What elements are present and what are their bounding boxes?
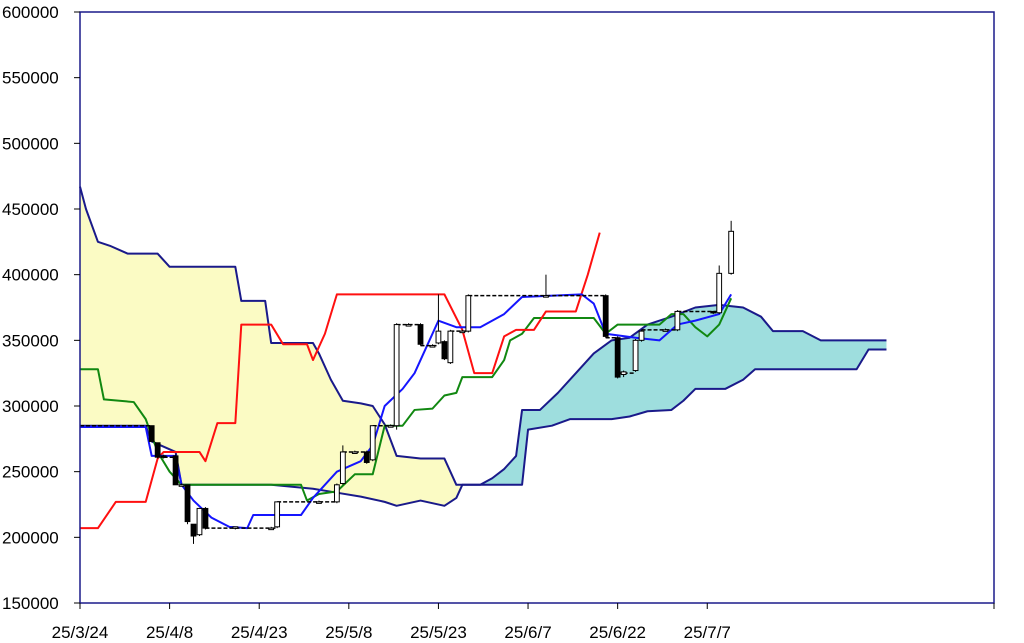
candle-bearish-body	[710, 310, 717, 314]
y-tick-label: 550000	[2, 69, 59, 88]
candle-bearish-body	[441, 341, 448, 360]
candle-bullish-body	[435, 330, 442, 344]
plot-area-frame	[79, 11, 995, 604]
candle-bullish-body	[387, 425, 394, 428]
y-tick-label: 350000	[2, 331, 59, 350]
candle-bullish-body	[369, 425, 376, 461]
x-tick-label: 25/3/24	[52, 623, 109, 642]
x-tick-label: 25/4/23	[231, 623, 288, 642]
candle-bullish-body	[232, 526, 239, 529]
candle-bullish-body	[274, 501, 281, 528]
candle-bearish-body	[363, 451, 370, 463]
candle-bullish-body	[638, 330, 645, 341]
y-tick-label: 200000	[2, 528, 59, 547]
candle-bearish-body	[190, 523, 197, 537]
kumo-cloud-layer	[80, 186, 887, 506]
x-tick-label: 25/5/23	[410, 623, 467, 642]
candle-bullish-body	[333, 484, 340, 503]
tenkan-sen-line	[80, 293, 733, 530]
x-tick-label: 25/5/8	[325, 623, 372, 642]
y-tick-label: 250000	[2, 463, 59, 482]
x-tick-label: 25/6/7	[504, 623, 551, 642]
candle-bearish-body	[154, 442, 161, 458]
y-tick-label: 600000	[2, 3, 59, 22]
candle-bearish-body	[184, 484, 191, 523]
candle-bullish-body	[196, 507, 203, 536]
y-tick-label: 450000	[2, 200, 59, 219]
y-tick-label: 500000	[2, 134, 59, 153]
candle-bullish-body	[351, 451, 358, 454]
chikou-span-line	[80, 297, 733, 502]
candle-bullish-body	[728, 230, 735, 274]
senkou-span-b-line	[79, 186, 887, 486]
candle-bearish-body	[417, 324, 424, 345]
candle-bullish-body	[674, 310, 681, 331]
candle-bearish-body	[160, 455, 167, 458]
candle-bullish-body	[620, 371, 627, 375]
y-tick-label: 400000	[2, 266, 59, 285]
candle-bearish-body	[202, 507, 209, 529]
candle-bullish-body	[268, 527, 275, 531]
y-tick-label: 150000	[2, 594, 59, 613]
y-tick-label: 300000	[2, 397, 59, 416]
candle-bullish-body	[393, 324, 400, 427]
candle-bullish-body	[178, 484, 185, 487]
candle-bullish-body	[316, 501, 322, 504]
candle-bearish-body	[148, 425, 155, 442]
senkou-span-a-line	[80, 303, 887, 507]
x-tick-label: 25/4/8	[146, 623, 193, 642]
kumo-bullish-area	[462, 304, 887, 485]
indicator-lines-layer	[79, 186, 887, 530]
x-tick-label: 25/6/22	[589, 623, 646, 642]
x-tick-label: 25/7/7	[684, 623, 731, 642]
candlestick-layer	[80, 220, 735, 544]
candle-bearish-body	[602, 295, 609, 337]
candle-bullish-body	[405, 324, 412, 327]
candle-bullish-body	[465, 295, 472, 332]
candle-bullish-body	[429, 345, 436, 348]
candle-bearish-body	[172, 455, 179, 486]
candle-bullish-body	[543, 295, 549, 298]
candle-bearish-body	[614, 337, 621, 378]
axis-layer: 150000 200000 250000 300000 350000 400000 4500…	[2, 3, 995, 642]
candle-bullish-body	[662, 329, 669, 332]
kumo-bearish-area	[80, 186, 463, 506]
candle-bullish-body	[716, 272, 723, 314]
candle-bullish-body	[632, 339, 639, 372]
candle-bullish-body	[339, 451, 346, 484]
candle-bullish-body	[459, 330, 466, 334]
candle-bullish-body	[447, 330, 454, 364]
